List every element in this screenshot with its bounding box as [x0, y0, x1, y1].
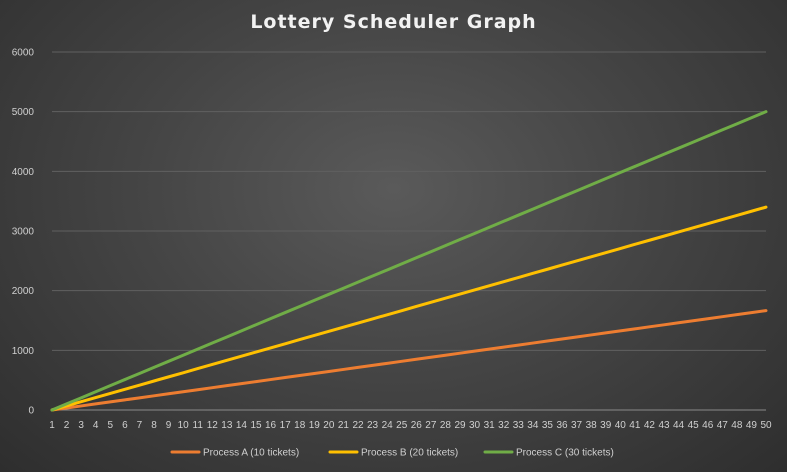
- y-tick-label: 0: [28, 406, 34, 417]
- x-tick-label: 33: [513, 420, 525, 431]
- x-tick-label: 26: [411, 420, 423, 431]
- legend-entry: Process C (30 tickets): [516, 448, 614, 459]
- x-tick-label: 15: [250, 420, 262, 431]
- x-tick-label: 24: [382, 420, 394, 431]
- y-tick-label: 6000: [12, 48, 35, 59]
- y-tick-label: 4000: [12, 167, 35, 178]
- x-tick-label: 45: [688, 420, 700, 431]
- x-tick-label: 49: [746, 420, 758, 431]
- x-tick-label: 37: [571, 420, 583, 431]
- x-tick-label: 31: [484, 420, 496, 431]
- series-line: [50, 205, 768, 412]
- x-tick-label: 11: [193, 420, 204, 431]
- x-tick-label: 9: [166, 420, 172, 431]
- x-tick-label: 7: [137, 420, 143, 431]
- x-tick-label: 1: [49, 420, 55, 431]
- x-tick-label: 3: [78, 420, 84, 431]
- x-tick-label: 32: [498, 420, 510, 431]
- y-tick-label: 3000: [12, 227, 35, 238]
- x-tick-label: 42: [644, 420, 656, 431]
- y-tick-label: 2000: [12, 286, 35, 297]
- x-tick-label: 8: [151, 420, 157, 431]
- x-tick-label: 10: [178, 420, 190, 431]
- x-tick-label: 29: [454, 420, 466, 431]
- legend-entry: Process B (20 tickets): [361, 448, 458, 459]
- x-tick-label: 18: [294, 420, 306, 431]
- x-tick-label: 39: [600, 420, 612, 431]
- x-tick-label: 36: [556, 420, 568, 431]
- series-line: [50, 110, 768, 412]
- y-tick-label: 1000: [12, 346, 35, 357]
- x-tick-label: 13: [221, 420, 233, 431]
- x-tick-label: 38: [586, 420, 598, 431]
- x-tick-label: 50: [760, 420, 772, 431]
- series-line: [50, 309, 768, 412]
- x-tick-label: 12: [207, 420, 219, 431]
- x-tick-label: 19: [309, 420, 321, 431]
- x-tick-label: 43: [658, 420, 670, 431]
- x-tick-label: 27: [425, 420, 437, 431]
- x-tick-label: 46: [702, 420, 714, 431]
- x-tick-label: 2: [64, 420, 70, 431]
- x-tick-label: 47: [717, 420, 729, 431]
- x-tick-label: 40: [615, 420, 627, 431]
- x-tick-label: 23: [367, 420, 379, 431]
- x-tick-label: 20: [323, 420, 335, 431]
- legend-entry: Process A (10 tickets): [203, 448, 299, 459]
- x-tick-label: 6: [122, 420, 128, 431]
- x-tick-label: 25: [396, 420, 408, 431]
- x-tick-label: 14: [236, 420, 248, 431]
- x-tick-label: 41: [629, 420, 641, 431]
- x-tick-label: 28: [440, 420, 452, 431]
- x-tick-label: 30: [469, 420, 481, 431]
- x-tick-label: 4: [93, 420, 99, 431]
- x-tick-label: 5: [108, 420, 114, 431]
- x-tick-label: 17: [280, 420, 292, 431]
- x-tick-label: 16: [265, 420, 277, 431]
- chart-title: Lottery Scheduler Graph: [250, 11, 537, 33]
- x-tick-label: 22: [352, 420, 364, 431]
- x-tick-label: 48: [731, 420, 743, 431]
- x-tick-label: 21: [338, 420, 350, 431]
- y-tick-label: 5000: [12, 107, 35, 118]
- x-tick-label: 34: [527, 420, 539, 431]
- x-tick-label: 35: [542, 420, 554, 431]
- x-tick-label: 44: [673, 420, 685, 431]
